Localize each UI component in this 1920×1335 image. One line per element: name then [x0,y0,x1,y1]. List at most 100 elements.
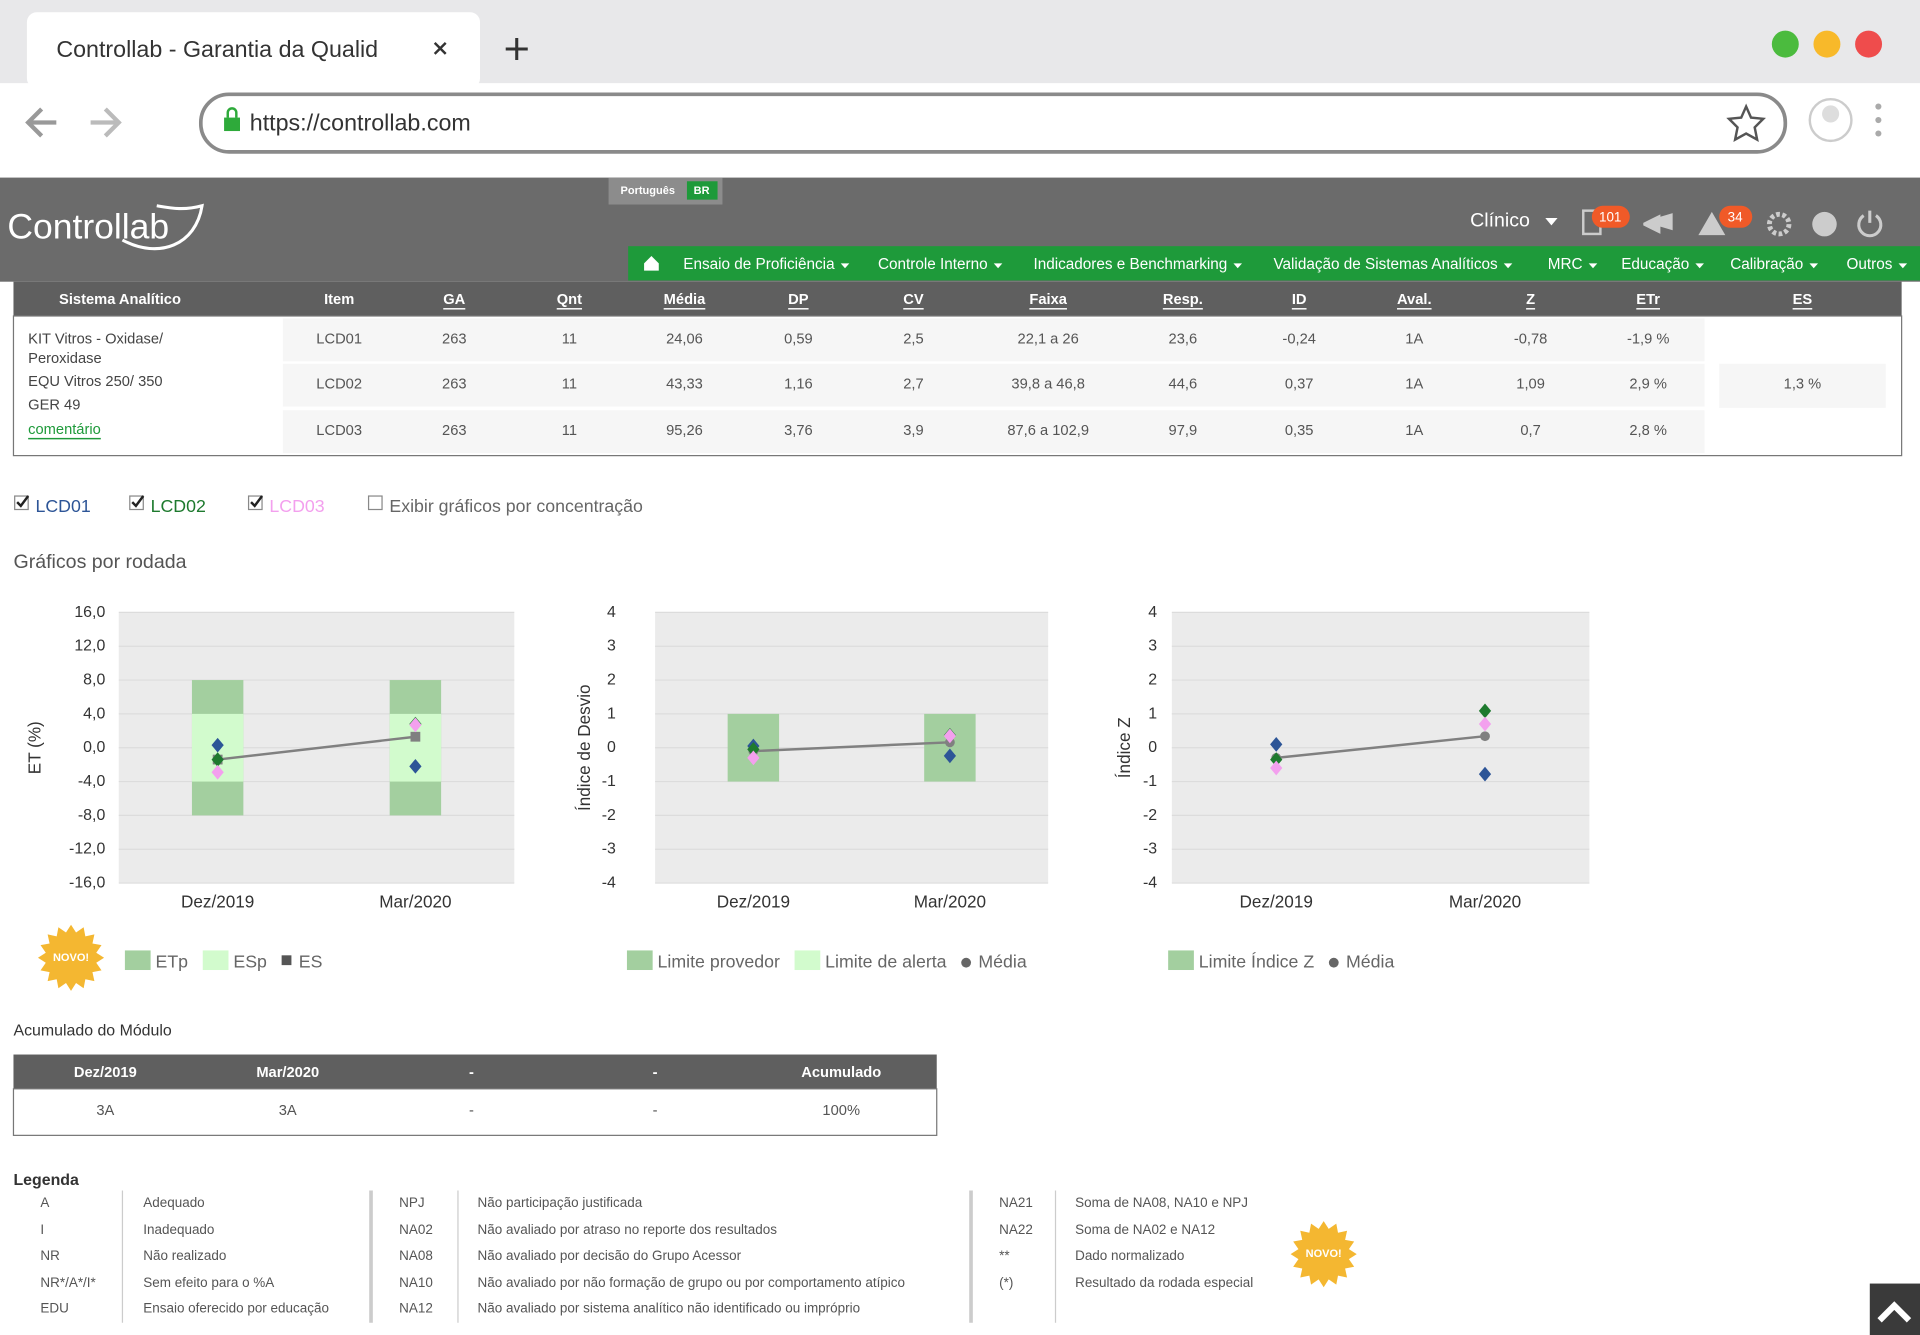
table-cell-bg [283,318,1705,361]
column-header[interactable]: Qnt [557,292,582,308]
table-cell: - [469,1103,474,1119]
menu-dot[interactable] [1875,103,1881,109]
nav-item[interactable]: Outros [1847,256,1893,273]
legend-code: NA22 [999,1222,1033,1237]
filter-label[interactable]: LCD03 [269,496,324,516]
x-tick-label: Dez/2019 [1240,891,1313,911]
column-header[interactable]: Z [1526,292,1535,308]
column-header[interactable]: DP [788,292,809,308]
table-cell: 263 [442,331,467,347]
column-header[interactable]: Resp. [1163,292,1203,308]
y-tick-label: 0,0 [83,739,105,756]
legend-description: Resultado da rodada especial [1075,1275,1253,1290]
legend-label: Limite provedor [658,951,780,971]
alert-count: 34 [1728,209,1743,224]
column-header[interactable]: ID [1292,292,1307,308]
legend-code: NA21 [999,1195,1033,1210]
filter-label[interactable]: LCD01 [36,496,91,516]
profile[interactable]: Clínico [1470,209,1530,231]
legend-label: Limite Índice Z [1199,951,1315,971]
legend-swatch [795,950,821,970]
y-tick-label: -3 [1143,841,1157,858]
y-tick-label: 2 [1148,672,1157,689]
filter-label[interactable]: Exibir gráficos por concentração [389,496,643,516]
table-cell: 3,9 [903,423,923,439]
column-header[interactable]: Faixa [1029,292,1067,308]
menu-dot[interactable] [1875,130,1881,136]
new-badge-text: NOVO! [53,952,89,964]
window-button[interactable] [1813,31,1840,58]
table-cell: 22,1 a 26 [1018,331,1079,347]
y-tick-label: -16,0 [69,875,105,892]
nav-item[interactable]: Indicadores e Benchmarking [1033,256,1227,273]
column-header[interactable]: CV [903,292,924,308]
comment-link[interactable]: comentário [28,422,101,438]
table-cell: 2,9 % [1629,377,1667,393]
y-tick-label: -4,0 [78,773,106,790]
window-button[interactable] [1855,31,1882,58]
help-icon[interactable] [1812,212,1836,236]
y-tick-label: 1 [1148,705,1157,722]
band [924,714,975,782]
table-cell: - [653,1103,658,1119]
column-header[interactable]: ETr [1636,292,1660,308]
checkbox[interactable] [369,496,382,509]
legend-description: Não avaliado por decisão do Grupo Acesso… [478,1248,742,1263]
filter-label[interactable]: LCD02 [151,496,206,516]
language[interactable]: Português [621,185,675,197]
legend-code: EDU [40,1301,68,1316]
y-tick-label: -4 [1143,875,1157,892]
menu-dot[interactable] [1875,117,1881,123]
legend-code: NR*/A*/I* [40,1275,96,1290]
table-cell: 3A [279,1103,297,1119]
legend-swatch [1329,958,1339,968]
tab-title[interactable]: Controllab - Garantia da Qualid [56,36,378,62]
nav-item[interactable]: Validação de Sistemas Analíticos [1273,256,1498,273]
y-tick-label: 4 [1148,604,1157,621]
mean-marker [411,732,421,742]
legend-label: Média [978,951,1026,971]
avatar-head [1822,105,1839,122]
nav-item[interactable]: MRC [1548,256,1583,273]
nav-item[interactable]: Calibração [1730,256,1803,273]
legend-description: Soma de NA02 e NA12 [1075,1222,1215,1237]
legend-code: NA12 [399,1301,433,1316]
legend-label: Limite de alerta [825,951,946,971]
y-axis-label: Índice de Desvio [574,684,594,811]
system-line: EQU Vitros 250/ 350 [28,374,162,390]
y-tick-label: -1 [1143,773,1157,790]
legend-description: Não participação justificada [478,1195,643,1210]
table-cell: 97,9 [1169,423,1198,439]
legend-description: Dado normalizado [1075,1248,1184,1263]
language-code: BR [694,185,710,197]
nav-item[interactable]: Controle Interno [878,256,988,273]
table-cell: 1A [1405,423,1423,439]
y-tick-label: 1 [607,705,616,722]
column-header[interactable]: GA [443,292,465,308]
table-cell: 0,59 [784,331,813,347]
nav-item[interactable]: Ensaio de Proficiência [683,256,835,273]
table-cell: LCD02 [316,377,362,393]
table-cell: 2,8 % [1629,423,1667,439]
column-header[interactable]: Aval. [1397,292,1432,308]
y-tick-label: -2 [602,807,616,824]
column-header[interactable]: ES [1793,292,1813,308]
table-cell: 1,09 [1516,377,1545,393]
y-tick-label: 12,0 [74,638,105,655]
legend-swatch [1168,950,1194,970]
table-cell: 23,6 [1169,331,1198,347]
column-header[interactable]: Média [664,292,706,308]
table-cell: 11 [562,423,577,439]
legend-swatch [203,950,229,970]
y-tick-label: -3 [602,841,616,858]
table-cell: 44,6 [1169,377,1198,393]
url[interactable]: https://controllab.com [250,109,471,135]
legend-description: Sem efeito para o %A [143,1275,274,1290]
legend-swatch [282,955,292,965]
legend-swatch [125,950,151,970]
window-button[interactable] [1772,31,1799,58]
nav-item[interactable]: Educação [1621,256,1689,273]
table-cell: 0,7 [1520,423,1540,439]
legend-code: (*) [999,1275,1013,1290]
legend-code: NA02 [399,1222,433,1237]
